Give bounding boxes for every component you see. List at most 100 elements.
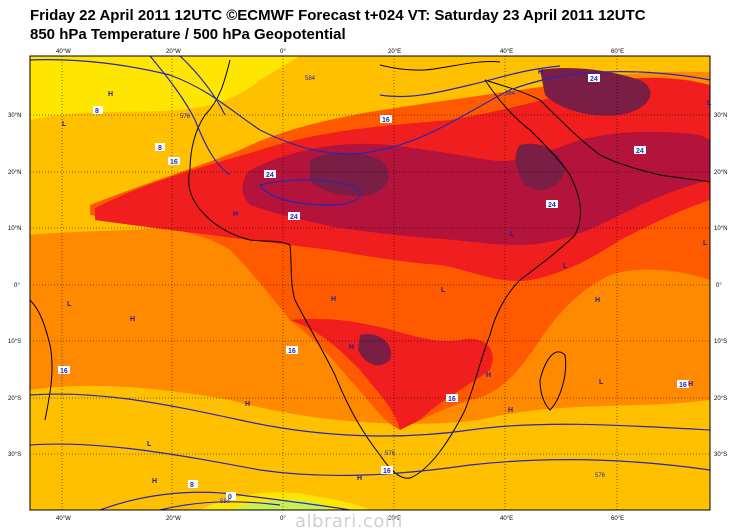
top-label-3: 20°E	[388, 49, 401, 55]
top-label-4: 40°E	[500, 49, 513, 55]
left-label-1: 20°N	[8, 170, 21, 176]
temp-label-9: 16	[286, 346, 298, 355]
top-label-2: 0°	[280, 49, 286, 55]
map-title: Friday 22 April 2011 12UTC ©ECMWF Foreca…	[30, 7, 646, 24]
pressure-markers: H L H H H L H L H L H H L H L H H L H L …	[62, 69, 712, 485]
marker-15: H	[688, 381, 693, 388]
right-label-0: 30°N	[714, 113, 727, 119]
temperature-labels: 8 8 16 24 24 16 24 24 16 16 16 16 16 8 0…	[58, 74, 689, 501]
geo-label-3: 576	[385, 451, 396, 457]
marker-0: H	[108, 91, 113, 98]
svg-text:16: 16	[170, 159, 178, 166]
left-label-3: 0°	[14, 283, 20, 289]
svg-text:8: 8	[95, 108, 99, 115]
geo-label-2: 576	[180, 114, 191, 120]
temp-label-12: 16	[381, 466, 393, 475]
watermark: albrari.com	[295, 511, 403, 532]
svg-text:8: 8	[158, 145, 162, 152]
temp-label-6: 24	[588, 74, 600, 83]
svg-text:24: 24	[636, 148, 644, 155]
right-label-6: 30°S	[714, 452, 727, 458]
left-label-5: 20°S	[8, 396, 21, 402]
left-label-2: 10°N	[8, 226, 21, 232]
right-label-3: 0°	[716, 283, 722, 289]
temp-label-0: 8	[93, 106, 103, 115]
top-label-0: 40°W	[56, 49, 71, 55]
temp-label-7: 24	[634, 146, 646, 155]
marker-2: H	[233, 211, 238, 218]
temp-band-light-orange-south	[30, 385, 710, 470]
marker-21: H	[357, 475, 362, 482]
bottom-label-3: 20°E	[388, 516, 401, 522]
marker-1: L	[62, 121, 67, 128]
temp-band-maroon-1	[310, 152, 389, 196]
temperature-field	[30, 56, 710, 510]
svg-text:16: 16	[679, 382, 687, 389]
marker-9: L	[703, 240, 708, 247]
svg-text:16: 16	[382, 117, 390, 124]
marker-8: H	[595, 297, 600, 304]
left-label-6: 30°S	[8, 452, 21, 458]
svg-text:16: 16	[383, 468, 391, 475]
bottom-label-1: 20°W	[166, 516, 181, 522]
marker-5: L	[67, 301, 72, 308]
temp-band-maroon-3	[515, 143, 565, 190]
svg-text:0: 0	[228, 494, 232, 501]
temp-label-2: 16	[168, 157, 180, 166]
left-label-4: 10°S	[8, 339, 21, 345]
svg-text:24: 24	[290, 214, 298, 221]
marker-18: H	[508, 407, 513, 414]
temp-band-maroon-4	[358, 334, 391, 366]
right-label-4: 10°S	[714, 339, 727, 345]
temp-band-red-south	[290, 318, 493, 430]
marker-7: L	[563, 263, 568, 270]
temp-label-15: 24	[546, 200, 558, 209]
temp-label-13: 8	[188, 480, 198, 489]
marker-6: H	[349, 344, 354, 351]
marker-11: H	[245, 401, 250, 408]
geopotential-labels: 584 584 576 576 576 584	[180, 76, 606, 505]
right-label-2: 10°N	[714, 226, 727, 232]
temp-label-5: 16	[380, 115, 392, 124]
svg-text:16: 16	[288, 348, 296, 355]
bottom-label-4: 40°E	[500, 516, 513, 522]
svg-text:24: 24	[266, 172, 274, 179]
temp-label-4: 24	[288, 212, 300, 221]
marker-13: H	[152, 478, 157, 485]
marker-20: L	[510, 231, 515, 238]
temp-label-10: 16	[58, 366, 70, 375]
right-label-5: 20°S	[714, 396, 727, 402]
top-label-1: 20°W	[166, 49, 181, 55]
temp-label-3: 24	[264, 170, 276, 179]
svg-text:24: 24	[548, 202, 556, 209]
coastline	[30, 59, 710, 479]
geo-label-1: 584	[505, 91, 516, 97]
geopotential-contours	[30, 56, 710, 510]
grid	[30, 56, 710, 510]
bottom-label-2: 0°	[280, 516, 286, 522]
svg-text:24: 24	[590, 76, 598, 83]
marker-4: H	[331, 296, 336, 303]
bottom-label-0: 40°W	[56, 516, 71, 522]
marker-14: L	[599, 379, 604, 386]
bottom-label-5: 60°E	[611, 516, 624, 522]
marker-16: H	[538, 69, 543, 76]
map-subtitle: 850 hPa Temperature / 500 hPa Geopotenti…	[30, 26, 346, 43]
temp-band-maroon-2	[540, 68, 651, 116]
svg-text:16: 16	[448, 396, 456, 403]
svg-text:8: 8	[190, 482, 194, 489]
right-label-1: 20°N	[714, 170, 727, 176]
svg-text:16: 16	[60, 368, 68, 375]
geo-label-4: 576	[595, 473, 606, 479]
map-frame	[29, 55, 711, 511]
marker-3: H	[130, 316, 135, 323]
temp-label-14: 0	[226, 492, 236, 501]
top-label-5: 60°E	[611, 49, 624, 55]
left-label-0: 30°N	[8, 113, 21, 119]
marker-12: L	[147, 441, 152, 448]
axis-labels: 40°W 20°W 0° 20°E 40°E 60°E 40°W 20°W 0°…	[8, 49, 727, 522]
temp-label-1: 8	[155, 143, 165, 152]
temp-label-11: 16	[677, 380, 689, 389]
geo-label-0: 584	[305, 76, 316, 82]
